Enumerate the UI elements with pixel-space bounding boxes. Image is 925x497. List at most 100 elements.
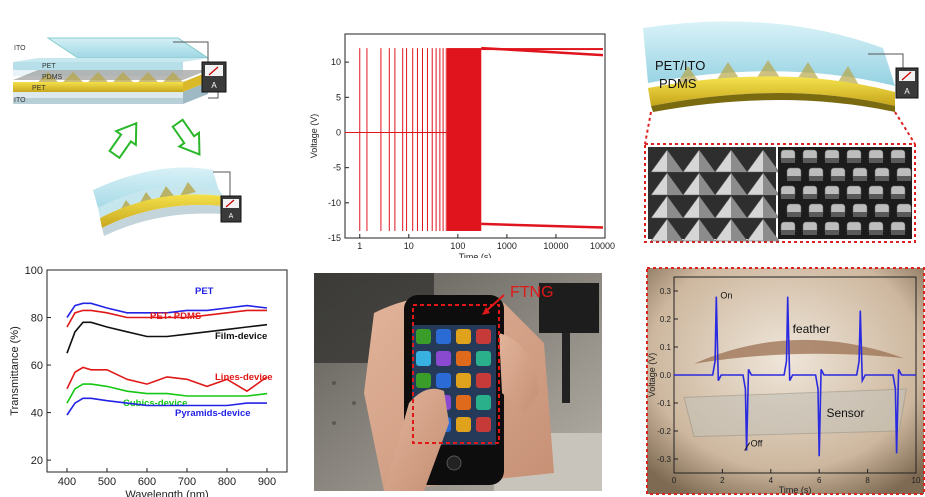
- sem-cube-shade: [809, 212, 823, 217]
- chart-b-ytick-label: 10: [331, 57, 341, 67]
- app-icon: [416, 373, 431, 388]
- sem-pyramid-shade: [731, 173, 747, 195]
- sem-pyramid-image: [648, 147, 780, 242]
- chart-d-xtick-label: 400: [58, 476, 76, 488]
- app-icon: [436, 329, 451, 344]
- chart-f-ytick-label: 0.2: [660, 315, 672, 324]
- meter-label-2: A: [229, 213, 234, 220]
- feather-shape: [694, 339, 904, 364]
- sem-cube-shade: [847, 194, 861, 199]
- sem-pyramid-shade: [763, 219, 779, 241]
- sem-pyramid-shade: [667, 196, 683, 218]
- chart-f-ytick-label: -0.1: [657, 399, 671, 408]
- layer-label-ito-top: ITO: [14, 45, 26, 52]
- meter-label: A: [211, 81, 217, 90]
- chart-d-series-line: [66, 366, 268, 393]
- phone-photo-svg: FTNG: [314, 273, 602, 491]
- label-off: Off: [751, 439, 763, 449]
- sem-cube-shade: [781, 194, 795, 199]
- sem-pyramid-shade: [731, 150, 747, 172]
- panel-c-curved-device: A PET/ITO PDMS: [633, 8, 920, 246]
- chart-d-series-line: [66, 302, 268, 318]
- camera-equipment: [539, 283, 599, 333]
- sem-cube-shade: [781, 230, 795, 235]
- down-arrow-icon: [171, 118, 201, 156]
- sem-cube-shade: [875, 176, 889, 181]
- sem-cube-shade: [831, 176, 845, 181]
- chart-d-ytick-label: 20: [31, 455, 43, 467]
- transmittance-chart: 20 40 60 80 100 400 500 600 700 800 900 Wavelength …: [9, 265, 288, 497]
- sem-cube-shade: [853, 212, 867, 217]
- chart-f-ytick-label: 0.1: [660, 343, 672, 352]
- sem-pyramid-shade: [763, 150, 779, 172]
- feather-sensor-chart: -0.3 -0.2 -0.1 0.0 0.1 0.2 0.3 0 2 4 6 8 10 Time (s) V…: [646, 267, 925, 495]
- sem-cube-shade: [891, 194, 905, 199]
- app-icon: [416, 329, 431, 344]
- chart-b-upper-envelope-line: [481, 46, 604, 57]
- sem-pyramid-shade: [667, 173, 683, 195]
- chart-b-xlabel: Time (s): [459, 252, 492, 258]
- app-icon: [436, 373, 451, 388]
- sem-cube-shade: [803, 230, 817, 235]
- sem-cube-shade: [891, 230, 905, 235]
- label-pet-ito: PET/ITO: [655, 58, 705, 73]
- ftng-frame: [412, 304, 500, 444]
- sem-cube-shade: [825, 230, 839, 235]
- chart-d-ytick-label: 40: [31, 408, 43, 420]
- panel-a-device-schematic: A ITO PET PDMS PET ITO A: [8, 20, 243, 245]
- sem-callout-frame: [644, 143, 916, 243]
- chart-b-xtick-label: 10: [404, 241, 414, 251]
- chart-d-xtick-label: 800: [218, 476, 236, 488]
- chart-b-xtick-label: 1: [357, 241, 362, 251]
- sem-cube-shade: [803, 194, 817, 199]
- device-schematic-svg: A ITO PET PDMS PET ITO A: [13, 37, 242, 236]
- sem-cube-image: [778, 147, 912, 239]
- chart-b-ytick-label: -15: [328, 233, 341, 243]
- chart-d-series-label: Lines-device: [215, 372, 273, 383]
- sem-cube-shade: [809, 176, 823, 181]
- panel-b-voltage-chart: -15 -10 -5 0 5 10 1 10 100 1000 10000 100000 Time (s…: [305, 28, 615, 258]
- sem-pyramid-shade: [667, 150, 683, 172]
- chart-b-xtick-label: 10000: [543, 241, 568, 251]
- label-on: On: [720, 291, 732, 301]
- off-arrow-icon: [744, 442, 751, 451]
- app-icon: [476, 395, 491, 410]
- chart-d-series-label: Pyramids-device: [175, 408, 251, 419]
- sem-cube-shade: [847, 230, 861, 235]
- chart-f-xtick-label: 10: [912, 476, 921, 485]
- chart-f-ytick-label: 0.3: [660, 287, 672, 296]
- up-arrow-icon: [108, 121, 138, 160]
- chart-d-series-label: Film-device: [215, 331, 267, 342]
- app-icon: [416, 351, 431, 366]
- chart-d-series-line: [66, 397, 267, 416]
- app-icon: [456, 351, 471, 366]
- chart-d-series-label: Cubics-device: [123, 398, 187, 409]
- sem-pyramid-shade: [699, 219, 715, 241]
- sem-pyramid-shade: [699, 173, 715, 195]
- chart-d-xtick-label: 900: [258, 476, 276, 488]
- bent-stack: A: [93, 167, 242, 236]
- chart-b-upper-envelope: [481, 48, 603, 51]
- chart-f-ytick-label: 0.0: [660, 371, 672, 380]
- chart-d-series-line: [66, 321, 268, 354]
- ftng-label: FTNG: [510, 284, 554, 301]
- sem-pyramid-shade: [731, 219, 747, 241]
- chart-d-xtick-label: 700: [178, 476, 196, 488]
- panel-d-transmittance-chart: 20 40 60 80 100 400 500 600 700 800 900 Wavelength …: [5, 262, 295, 497]
- chart-b-xtick-label: 100000: [590, 241, 615, 251]
- sem-cube-shade: [803, 158, 817, 163]
- chart-f-xlabel: Time (s): [779, 485, 812, 495]
- chart-f-ytick-label: -0.2: [657, 427, 671, 436]
- chart-f-xtick-label: 0: [672, 476, 677, 485]
- sem-cube-shade: [869, 158, 883, 163]
- flat-stack: A: [13, 37, 227, 104]
- chart-f-ytick-label: -0.3: [657, 455, 671, 464]
- app-icon: [456, 329, 471, 344]
- chart-f-xtick-label: 4: [769, 476, 774, 485]
- sem-cube-shade: [831, 212, 845, 217]
- chart-d-xlabel: Wavelength (nm): [125, 489, 208, 497]
- chart-d-series-line: [66, 309, 267, 328]
- panel-f-feather-sensor: -0.3 -0.2 -0.1 0.0 0.1 0.2 0.3 0 2 4 6 8 10 Time (s) V…: [646, 267, 925, 495]
- app-icon: [456, 417, 471, 432]
- chart-b-dense-region: [446, 48, 482, 231]
